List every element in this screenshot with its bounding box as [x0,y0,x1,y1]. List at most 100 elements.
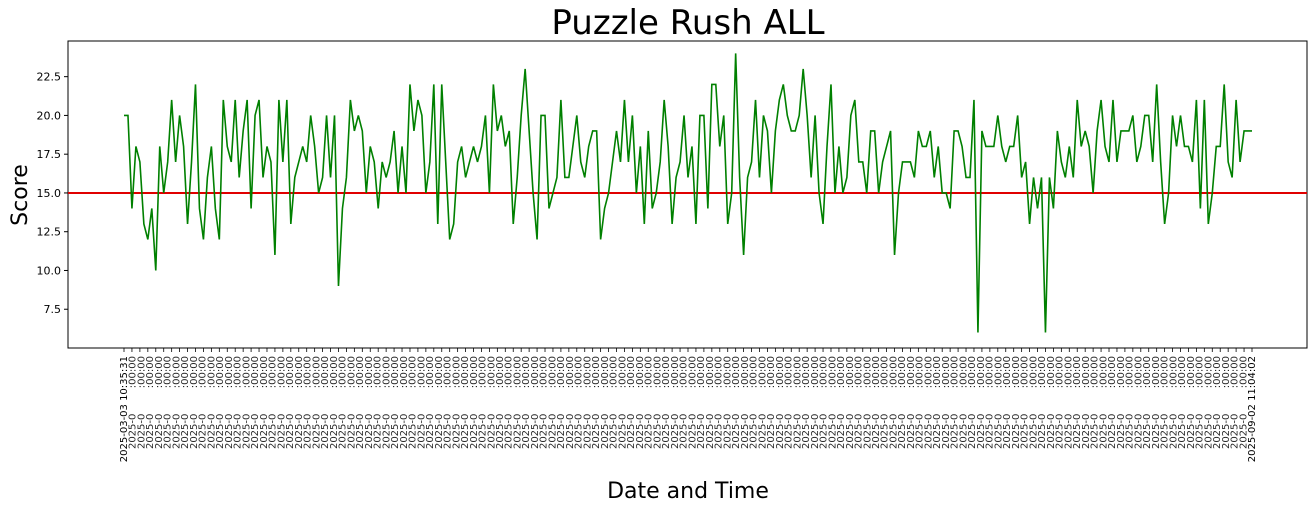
x-tick-label: 2025-0 :00:00 [687,356,698,449]
x-tick-label: 2025-0 :00:00 [512,356,523,449]
x-tick-label: 2025-0 :00:00 [268,356,279,449]
x-tick-label: 2025-0 :00:00 [714,356,725,449]
x-tick-label-first: 2025-03-03 10:35:31 [119,356,130,462]
x-tick-label: 2025-0 :00:00 [198,356,209,449]
x-tick-label: 2025-0 :00:00 [993,356,1004,449]
x-tick-label: 2025-0 :00:00 [1098,356,1109,449]
x-tick-label: 2025-0 :00:00 [1125,356,1136,449]
x-tick-label: 2025-0 :00:00 [425,356,436,449]
x-tick-label: 2025-0 :00:00 [285,356,296,449]
x-tick-label: 2025-0 :00:00 [206,356,217,449]
x-tick-label: 2025-0 :00:00 [1028,356,1039,449]
y-tick-label: 7.5 [44,303,62,316]
x-tick-label: 2025-0 :00:00 [1230,356,1241,449]
x-tick-label: 2025-0 :00:00 [888,356,899,449]
x-tick-label: 2025-0 :00:00 [670,356,681,449]
chart-title: Puzzle Rush ALL [551,3,824,43]
x-tick-label: 2025-0 :00:00 [469,356,480,449]
x-tick-label: 2025-0 :00:00 [294,356,305,449]
x-tick-label: 2025-0 :00:00 [1212,356,1223,449]
x-tick-label: 2025-0 :00:00 [854,356,865,449]
x-tick-label: 2025-0 :00:00 [1072,356,1083,449]
x-tick-label: 2025-0 :00:00 [792,356,803,449]
x-tick-label: 2025-0 :00:00 [329,356,340,449]
x-tick-label: 2025-0 :00:00 [250,356,261,449]
x-tick-label: 2025-0 :00:00 [766,356,777,449]
x-tick-label: 2025-0 :00:00 [1160,356,1171,449]
x-tick-label: 2025-0 :00:00 [233,356,244,449]
x-tick-label: 2025-0 :00:00 [1186,356,1197,449]
x-tick-label: 2025-0 :00:00 [617,356,628,449]
x-tick-label: 2025-0 :00:00 [591,356,602,449]
x-tick-label: 2025-0 :00:00 [923,356,934,449]
x-tick-label: 2025-0 :00:00 [985,356,996,449]
x-tick-label: 2025-0 :00:00 [836,356,847,449]
x-tick-label: 2025-0 :00:00 [574,356,585,449]
x-tick-label: 2025-0 :00:00 [145,356,156,449]
x-tick-label: 2025-0 :00:00 [731,356,742,449]
x-tick-label: 2025-0 :00:00 [128,356,139,449]
y-tick-label: 22.5 [37,71,62,84]
x-tick-label: 2025-0 :00:00 [652,356,663,449]
y-tick-label: 10.0 [37,264,62,277]
x-tick-label: 2025-0 :00:00 [478,356,489,449]
x-tick-label: 2025-0 :00:00 [1063,356,1074,449]
x-tick-label: 2025-0 :00:00 [460,356,471,449]
x-tick-label: 2025-0 :00:00 [600,356,611,449]
x-tick-label: 2025-0 :00:00 [1151,356,1162,449]
x-tick-label: 2025-0 :00:00 [1002,356,1013,449]
x-tick-label: 2025-0 :00:00 [215,356,226,449]
x-tick-label: 2025-0 :00:00 [775,356,786,449]
x-tick-label: 2025-0 :00:00 [1116,356,1127,449]
x-tick-label: 2025-0 :00:00 [967,356,978,449]
x-tick-label: 2025-0 :00:00 [635,356,646,449]
x-tick-label: 2025-0 :00:00 [1177,356,1188,449]
x-tick-label: 2025-0 :00:00 [1221,356,1232,449]
x-tick-label: 2025-0 :00:00 [1195,356,1206,449]
x-tick-label: 2025-0 :00:00 [749,356,760,449]
x-tick-label: 2025-0 :00:00 [1011,356,1022,449]
x-tick-label: 2025-0 :00:00 [705,356,716,449]
x-tick-label: 2025-0 :00:00 [355,356,366,449]
x-tick-label: 2025-0 :00:00 [276,356,287,449]
x-tick-label: 2025-0 :00:00 [451,356,462,449]
y-tick-label: 15.0 [37,187,62,200]
x-tick-label: 2025-0 :00:00 [932,356,943,449]
x-tick-label-last: 2025-09-02 11:04:02 [1247,356,1258,462]
x-tick-label: 2025-0 :00:00 [757,356,768,449]
y-tick-label: 17.5 [37,148,62,161]
x-tick-label: 2025-0 :00:00 [171,356,182,449]
x-tick-label: 2025-0 :00:00 [950,356,961,449]
x-tick-label: 2025-0 :00:00 [801,356,812,449]
x-tick-label: 2025-0 :00:00 [1090,356,1101,449]
x-tick-label: 2025-0 :00:00 [547,356,558,449]
x-tick-label: 2025-0 :00:00 [565,356,576,449]
x-tick-label: 2025-0 :00:00 [224,356,235,449]
x-tick-label: 2025-0 :00:00 [259,356,270,449]
x-tick-label: 2025-0 :00:00 [486,356,497,449]
x-tick-label: 2025-0 :00:00 [338,356,349,449]
x-tick-label: 2025-0 :00:00 [661,356,672,449]
x-tick-label: 2025-0 :00:00 [976,356,987,449]
x-tick-label: 2025-0 :00:00 [1037,356,1048,449]
x-tick-label: 2025-0 :00:00 [1081,356,1092,449]
x-tick-label: 2025-0 :00:00 [827,356,838,449]
x-tick-label: 2025-0 :00:00 [784,356,795,449]
x-tick-label: 2025-0 :00:00 [906,356,917,449]
x-tick-label: 2025-0 :00:00 [722,356,733,449]
x-tick-label: 2025-0 :00:00 [364,356,375,449]
x-tick-label: 2025-0 :00:00 [941,356,952,449]
x-tick-label: 2025-0 :00:00 [915,356,926,449]
x-tick-label: 2025-0 :00:00 [845,356,856,449]
x-tick-label: 2025-0 :00:00 [189,356,200,449]
x-tick-label: 2025-0 :00:00 [1203,356,1214,449]
x-tick-label: 2025-0 :00:00 [320,356,331,449]
x-tick-label: 2025-0 :00:00 [311,356,322,449]
x-tick-label: 2025-0 :00:00 [443,356,454,449]
x-tick-label: 2025-0 :00:00 [416,356,427,449]
x-tick-label: 2025-0 :00:00 [1238,356,1249,449]
series-line [124,53,1252,333]
x-tick-label: 2025-0 :00:00 [136,356,147,449]
x-tick-label: 2025-0 :00:00 [880,356,891,449]
